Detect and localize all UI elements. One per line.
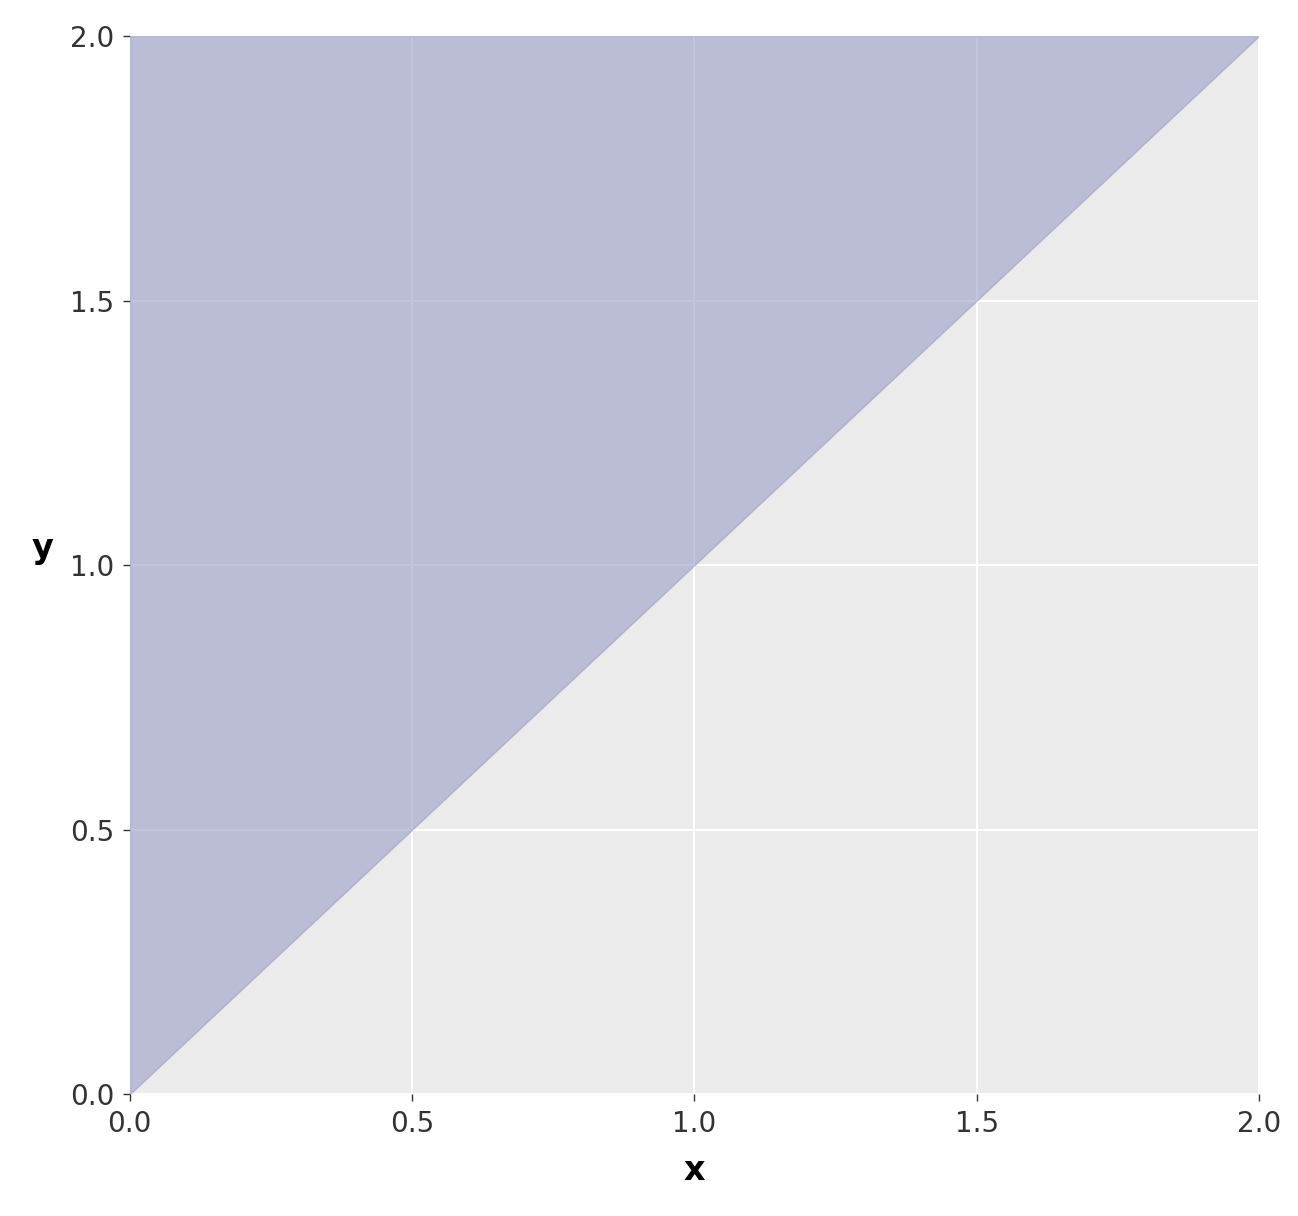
Y-axis label: y: y	[31, 533, 53, 565]
X-axis label: x: x	[684, 1154, 705, 1187]
Polygon shape	[130, 36, 1259, 1094]
